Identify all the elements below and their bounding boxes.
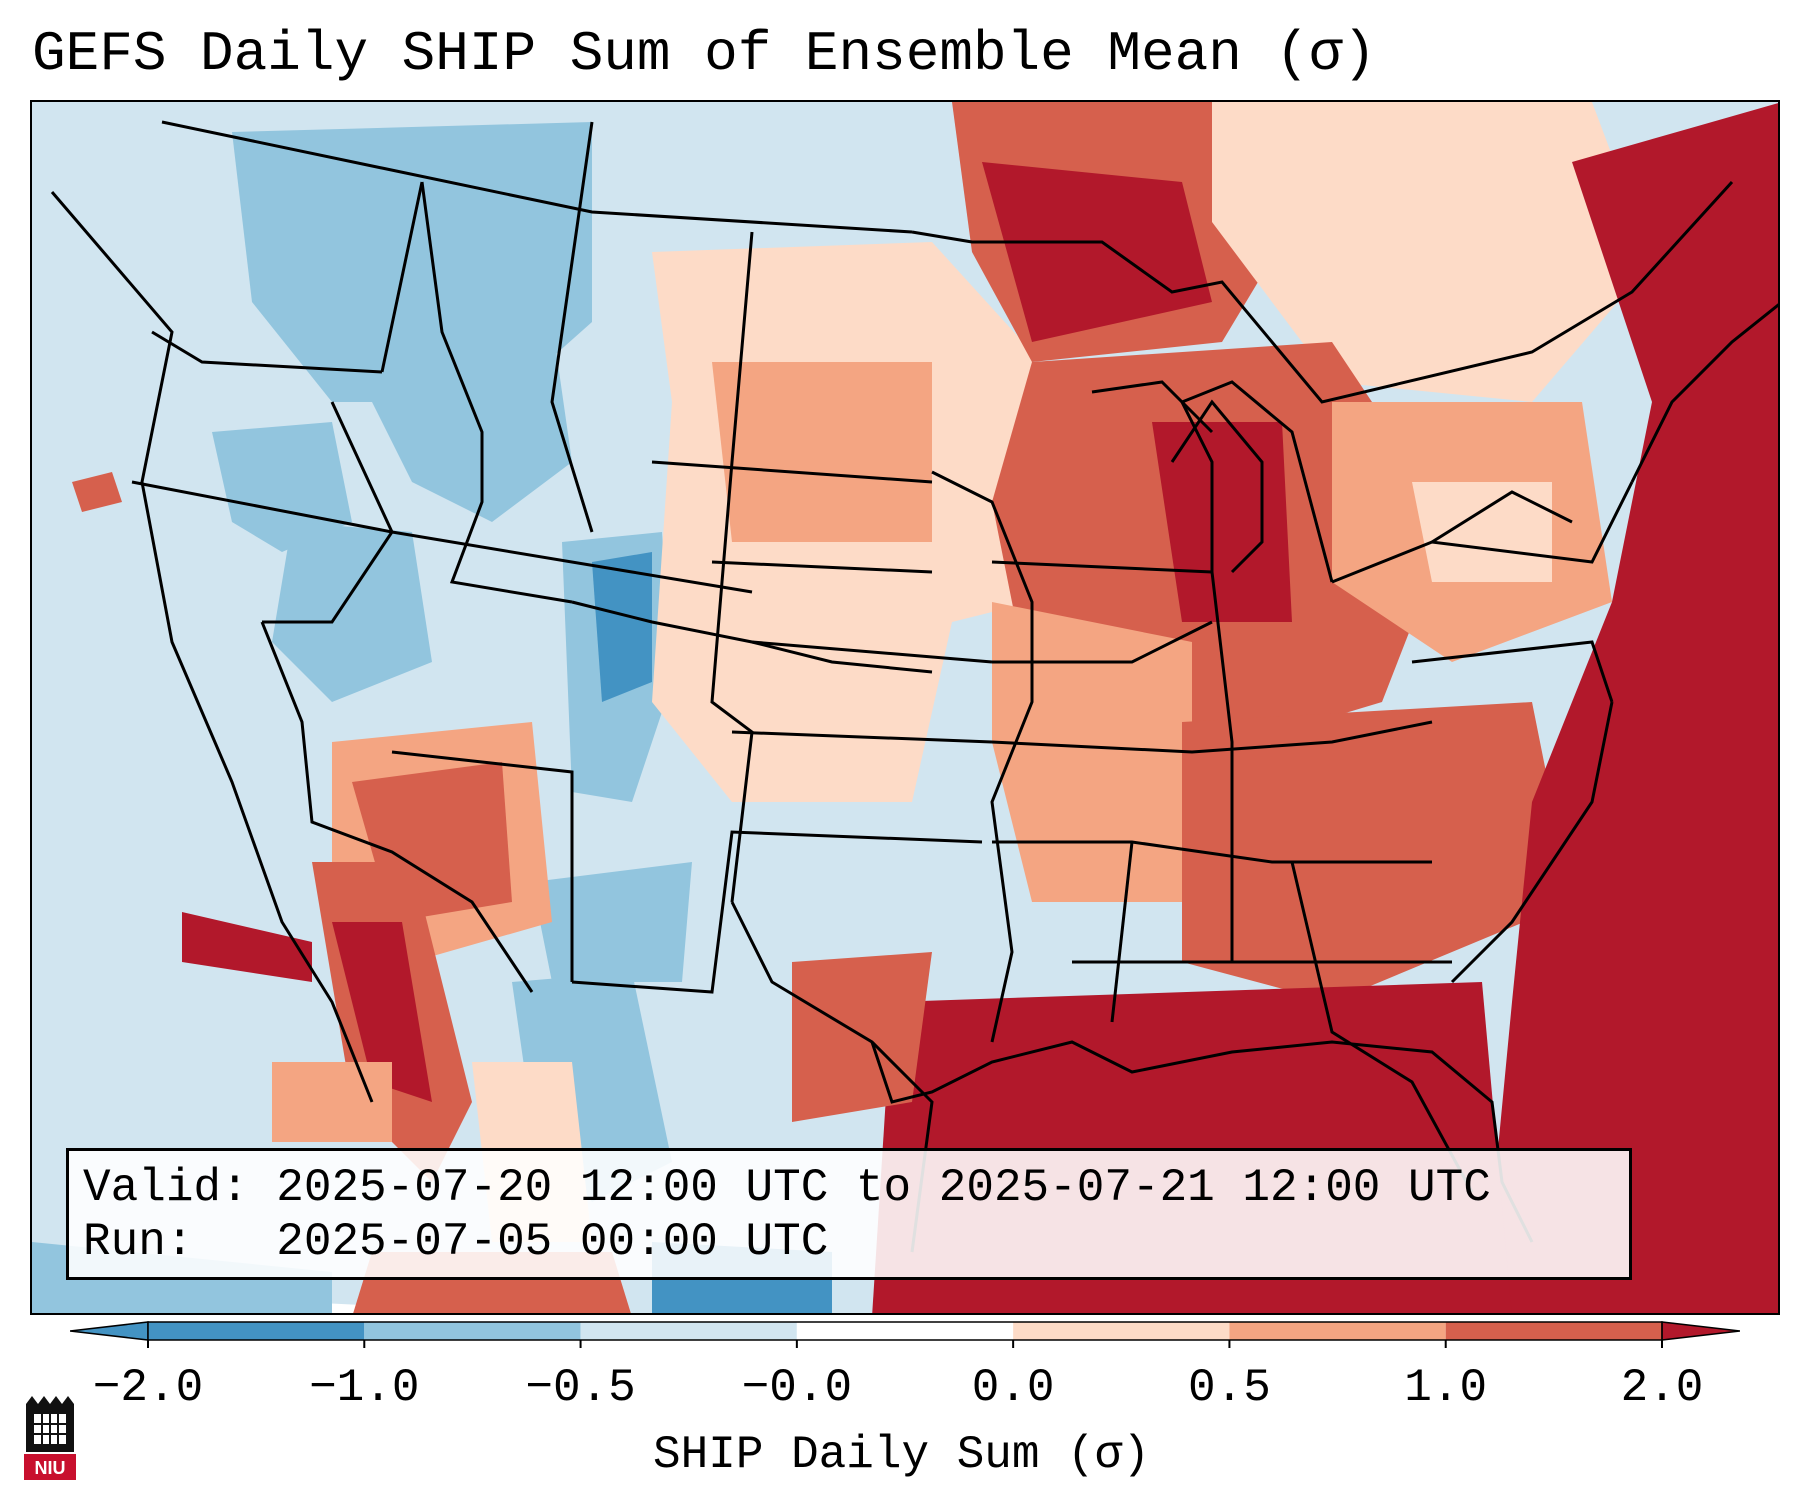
colorbar-bin [580,1322,797,1340]
colorbar-tick-label: 1.0 [1404,1362,1488,1414]
colorbar-tick-label: 0.5 [1188,1362,1271,1414]
colorbar-extend-max [1661,1321,1740,1341]
colorbar-bin [1013,1322,1230,1340]
colorbar-tick-label: 0.0 [971,1362,1055,1414]
colorbar-bin [1445,1322,1662,1340]
colorbar-bin [148,1322,365,1340]
colorbar-tick-label: −0.5 [525,1362,636,1414]
colorbar-bin [364,1322,581,1340]
colorbar-tick-label: −1.0 [309,1362,420,1414]
colorbar-bin [796,1322,1014,1340]
anomaly-map [32,102,1778,1313]
colorbar [70,1321,1740,1348]
colorbar-bin [1229,1322,1446,1340]
logo-text: NIU [35,1458,66,1478]
valid-time-text: Valid: 2025-07-20 12:00 UTC to 2025-07-2… [83,1162,1491,1214]
colorbar-tick-label: −2.0 [92,1362,204,1414]
niu-logo: NIU [24,1396,76,1480]
map-panel [30,100,1780,1315]
colorbar-tick-label: 2.0 [1620,1362,1704,1414]
political-borders [50,120,1778,1253]
run-time-text: Run: 2025-07-05 00:00 UTC [83,1216,829,1268]
colorbar-tick-label: −0.0 [741,1362,853,1414]
colorbar-label: SHIP Daily Sum (σ) [653,1429,1150,1481]
chart-title: GEFS Daily SHIP Sum of Ensemble Mean (σ) [32,22,1377,86]
colorbar-extend-min [70,1321,149,1341]
valid-run-info-box: Valid: 2025-07-20 12:00 UTC to 2025-07-2… [66,1148,1632,1280]
